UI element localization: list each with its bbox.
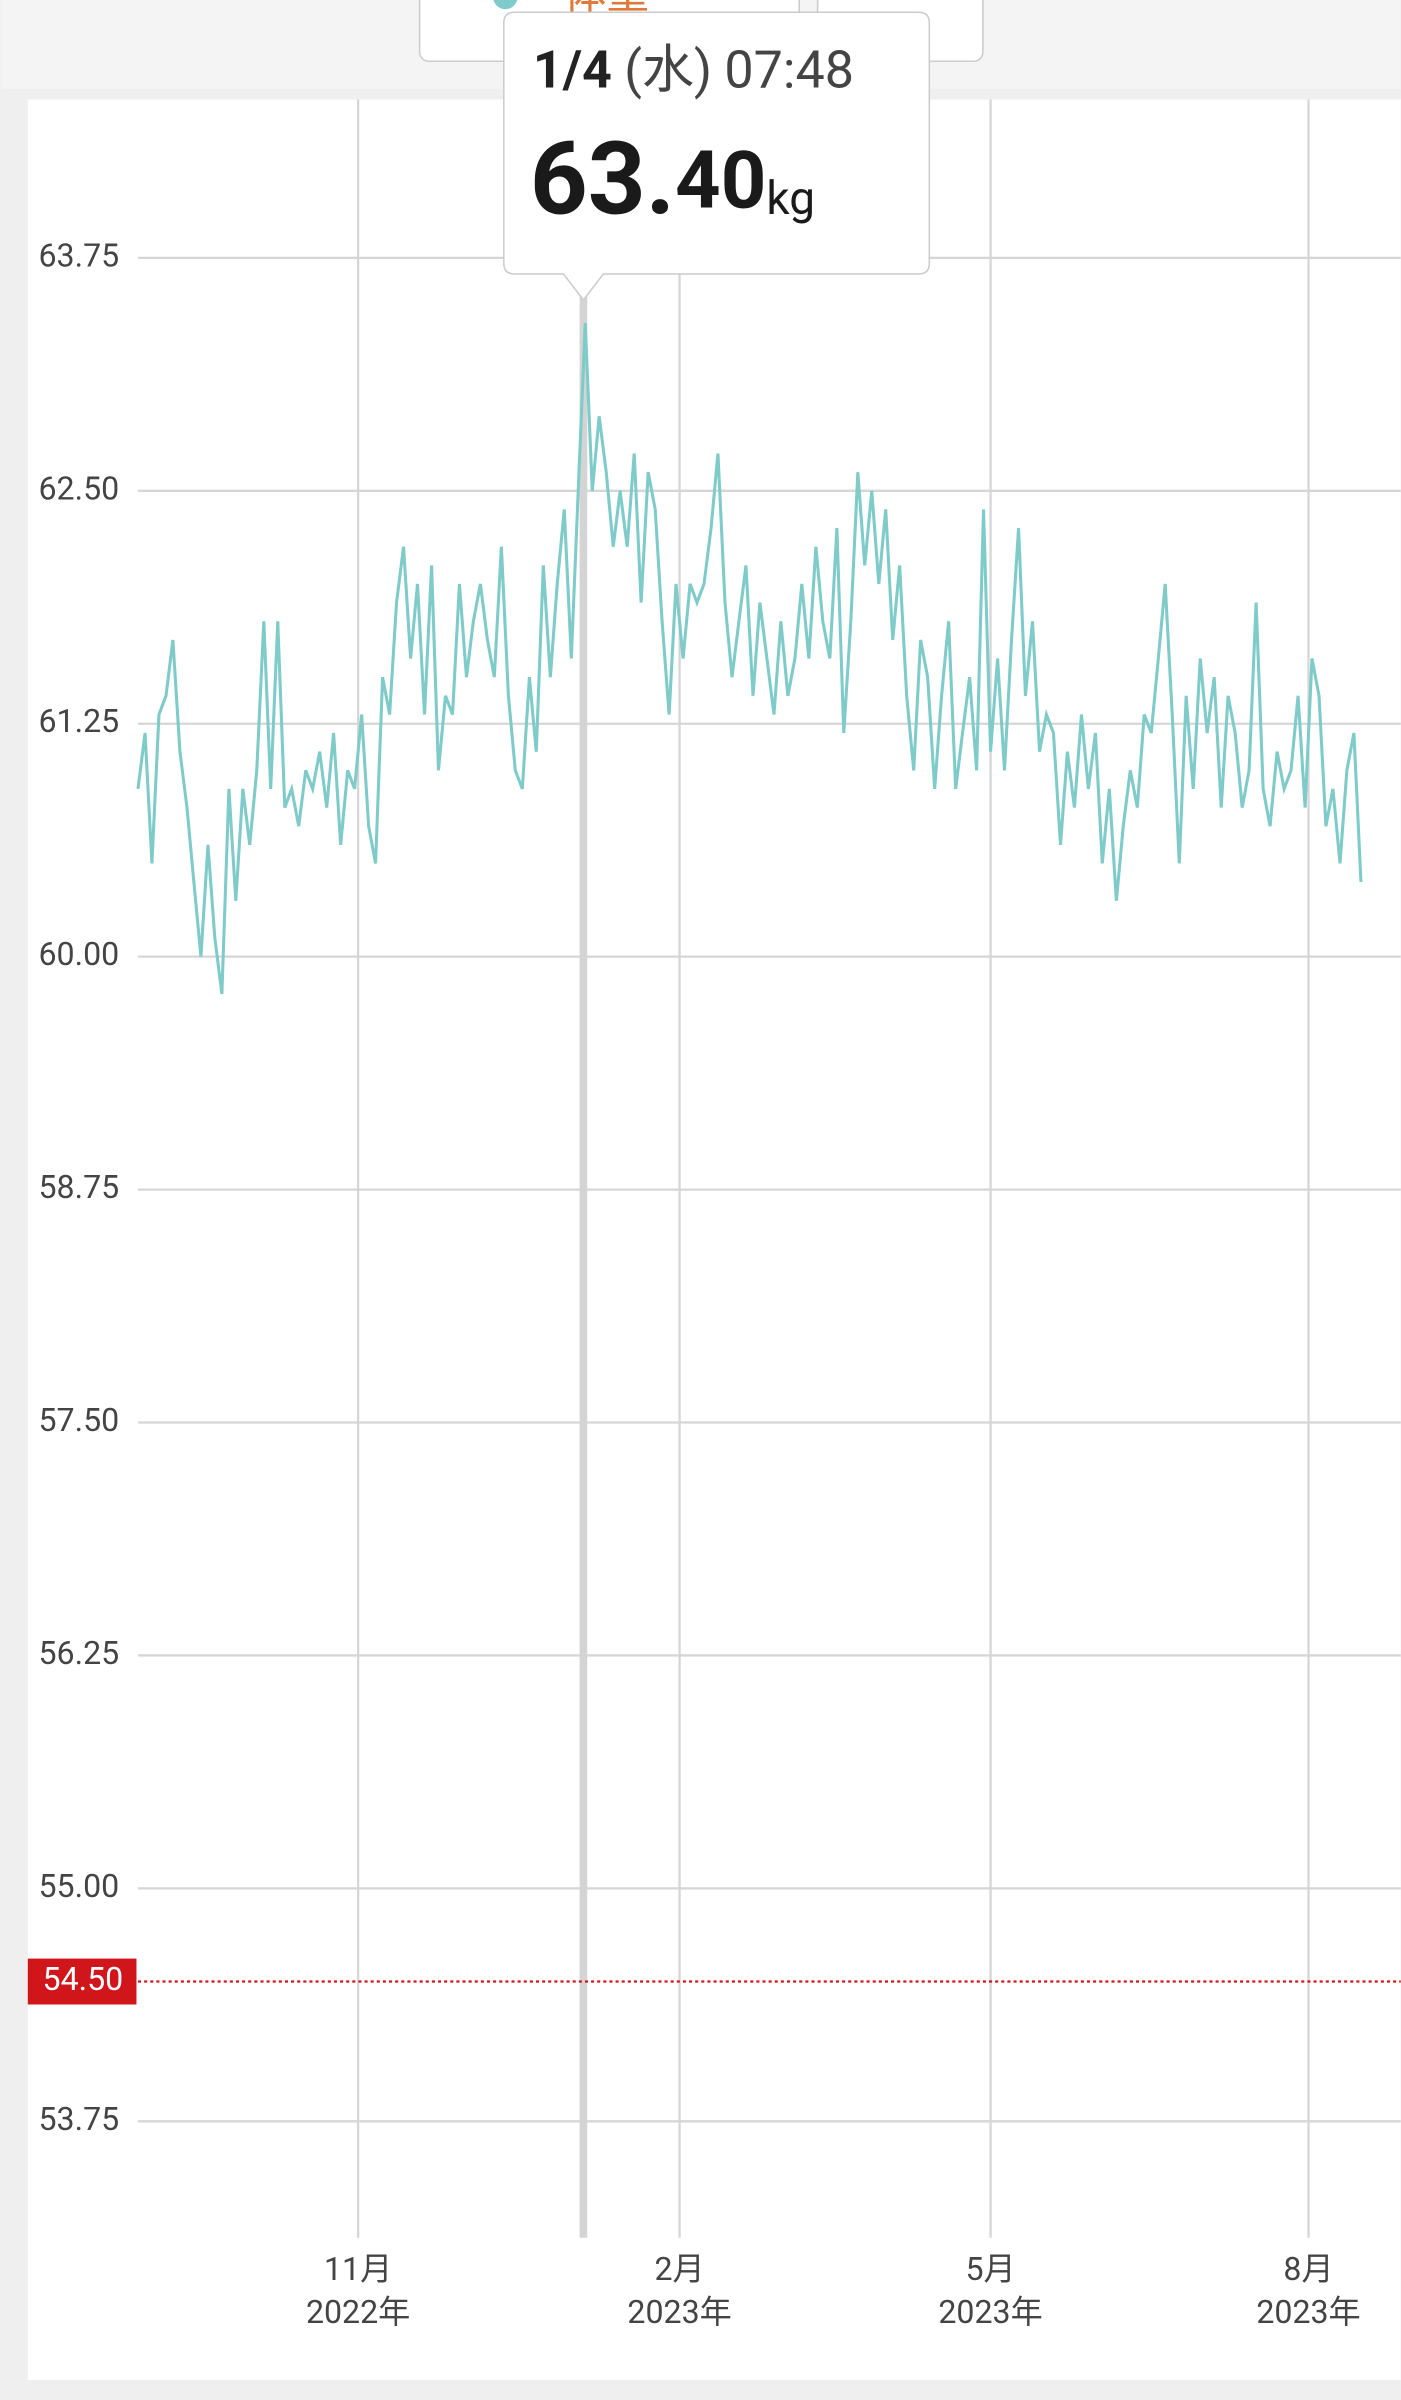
tooltip-box bbox=[503, 11, 931, 302]
y-tick-label: 57.50 bbox=[39, 1401, 120, 1439]
y-tick-label: 58.75 bbox=[39, 1168, 120, 1206]
target-badge bbox=[27, 1958, 137, 2005]
tooltip-day: 1/4 bbox=[533, 39, 612, 100]
y-tick-label: 61.25 bbox=[39, 702, 120, 740]
target-label: 54.50 bbox=[43, 1960, 124, 1998]
y-tick-label: 60.00 bbox=[39, 935, 120, 973]
data-line bbox=[136, 323, 1363, 995]
tooltip: 1/4 (水) 07:48 63.40kg bbox=[503, 11, 931, 302]
tooltip-date: 1/4 (水) 07:48 bbox=[533, 39, 854, 100]
tooltip-value: 63.40kg bbox=[530, 119, 815, 238]
y-tick-label: 63.75 bbox=[39, 236, 120, 274]
y-tick-label: 56.25 bbox=[39, 1634, 120, 1672]
y-tick-label: 62.50 bbox=[39, 469, 120, 507]
y-tick-label: 53.75 bbox=[39, 2100, 120, 2138]
x-tick-label: 11月 bbox=[324, 2250, 392, 2288]
x-tick-sublabel: 2023年 bbox=[627, 2293, 731, 2331]
tab-dot bbox=[493, 0, 518, 10]
tooltip-time: 07:48 bbox=[724, 39, 854, 100]
x-tick-label: 2月 bbox=[654, 2250, 704, 2288]
x-tick-label: 5月 bbox=[965, 2250, 1015, 2288]
y-tick-label: 55.00 bbox=[39, 1867, 120, 1905]
x-tick-sublabel: 2023年 bbox=[1256, 2293, 1360, 2331]
tooltip-value-dec: 40 bbox=[675, 135, 766, 228]
x-tick-label: 8月 bbox=[1283, 2250, 1333, 2288]
tooltip-unit: kg bbox=[766, 172, 815, 226]
tooltip-value-int: 63. bbox=[530, 119, 675, 238]
chart-card bbox=[27, 99, 1401, 2381]
tooltip-weekday: (水) bbox=[624, 39, 712, 100]
x-tick-sublabel: 2022年 bbox=[306, 2293, 410, 2331]
x-tick-sublabel: 2023年 bbox=[938, 2293, 1042, 2331]
